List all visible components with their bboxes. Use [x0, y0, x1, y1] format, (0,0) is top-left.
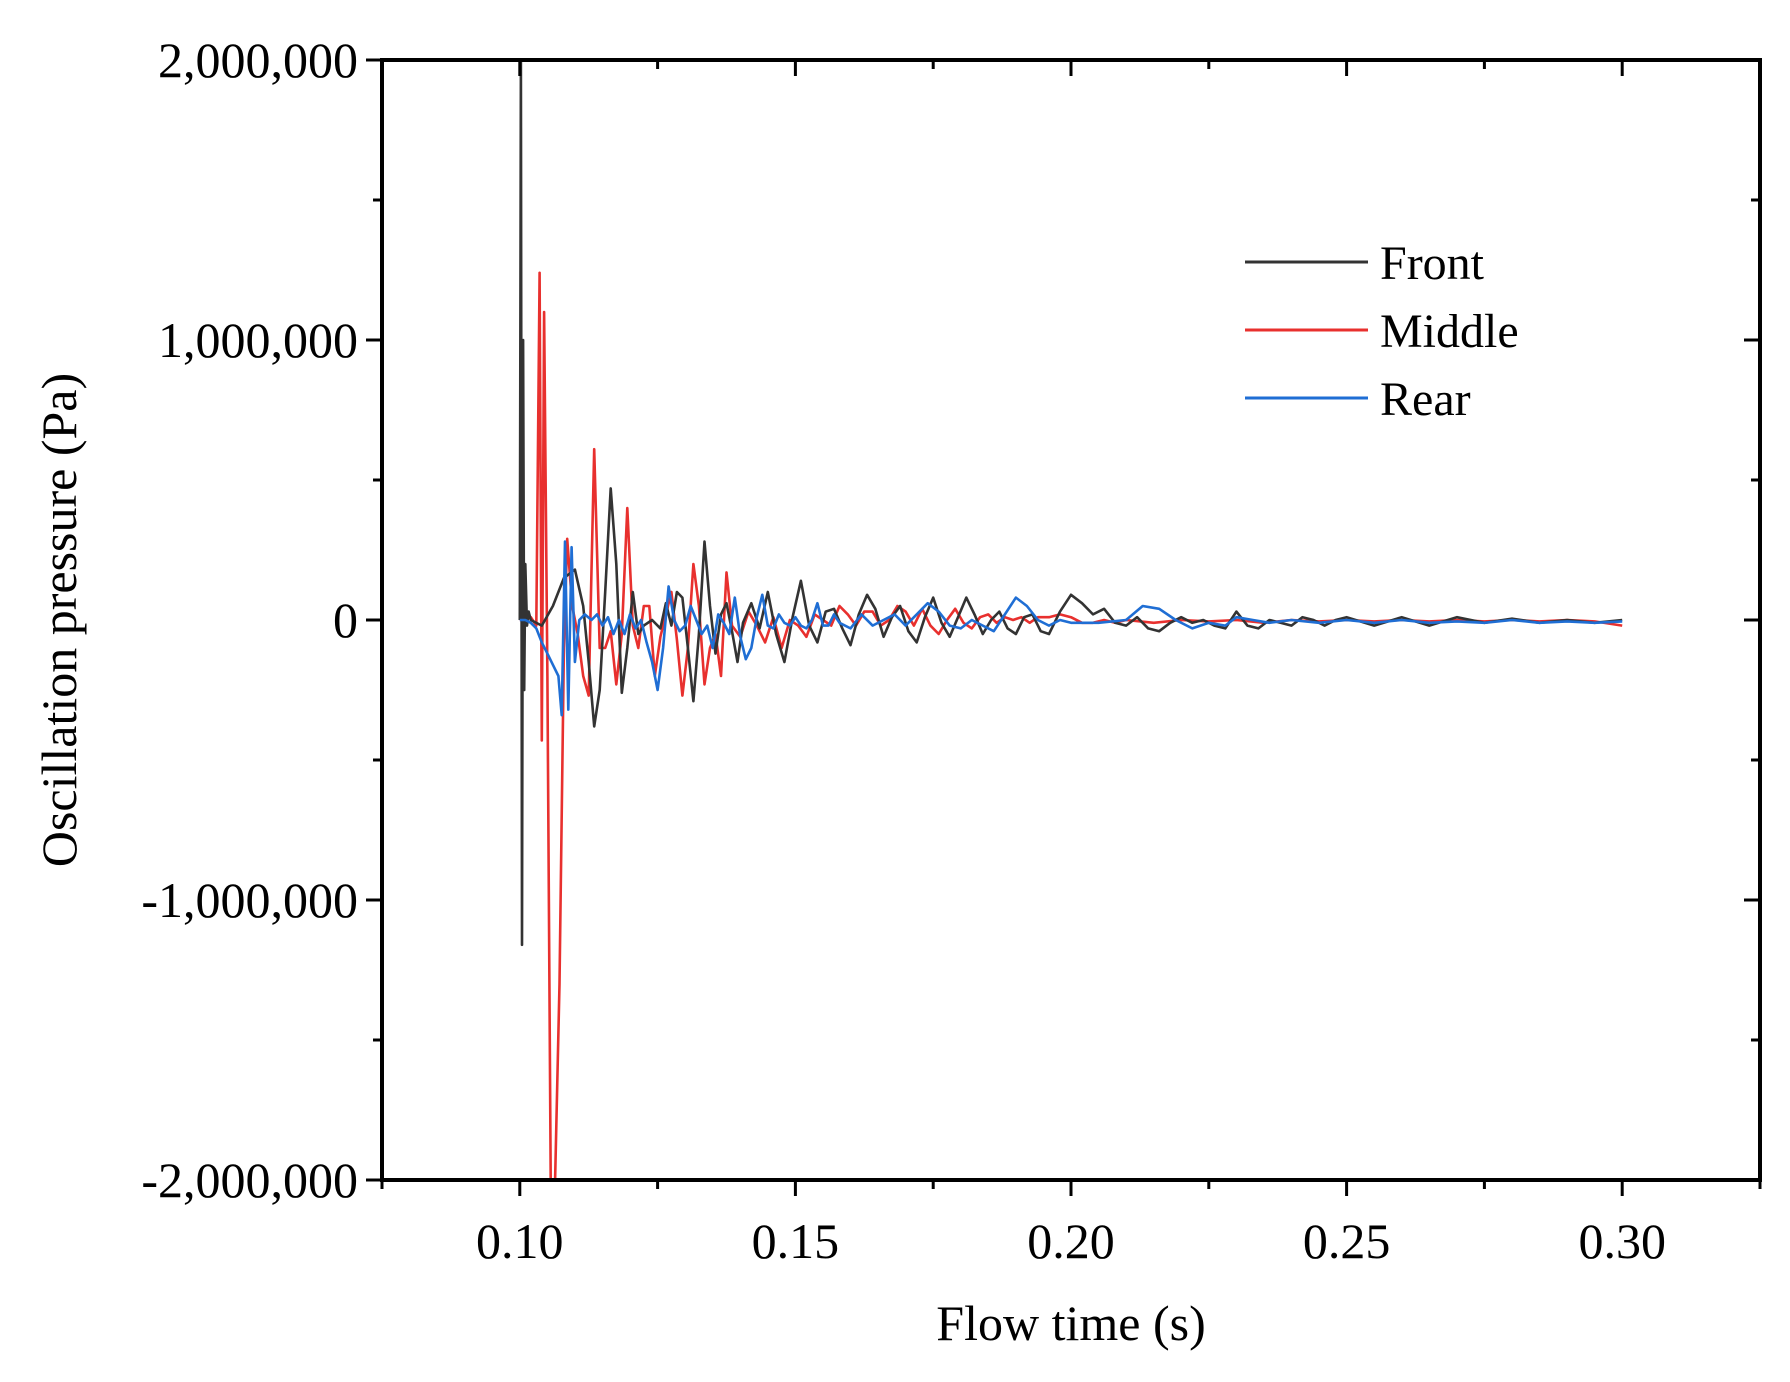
y-tick-label: 2,000,000: [158, 32, 358, 88]
legend: Front Middle Rear: [1245, 237, 1519, 426]
y-tick-label: -1,000,000: [141, 872, 358, 928]
legend-label-middle: Middle: [1380, 305, 1519, 358]
legend-label-rear: Rear: [1380, 373, 1471, 426]
x-tick-label: 0.10: [476, 1213, 564, 1269]
y-tick-label: 0: [333, 592, 358, 648]
series-line-rear: [519, 540, 1623, 717]
y-axis-title: Oscillation pressure (Pa): [31, 373, 87, 867]
series-layer: [518, 60, 1623, 1180]
x-tick-label: 0.30: [1578, 1213, 1666, 1269]
x-axis-title: Flow time (s): [936, 1295, 1205, 1351]
x-tick-label: 0.20: [1027, 1213, 1115, 1269]
y-tick-label: -2,000,000: [141, 1152, 358, 1208]
x-tick-label: 0.25: [1303, 1213, 1391, 1269]
legend-label-front: Front: [1380, 237, 1485, 290]
ticks-layer: [366, 58, 1762, 1196]
y-tick-label: 1,000,000: [158, 312, 358, 368]
tick-labels: 0.10 0.15 0.20 0.25 0.30 2,000,000 1,000,000 0 -…: [141, 32, 1666, 1269]
x-tick-label: 0.15: [752, 1213, 840, 1269]
